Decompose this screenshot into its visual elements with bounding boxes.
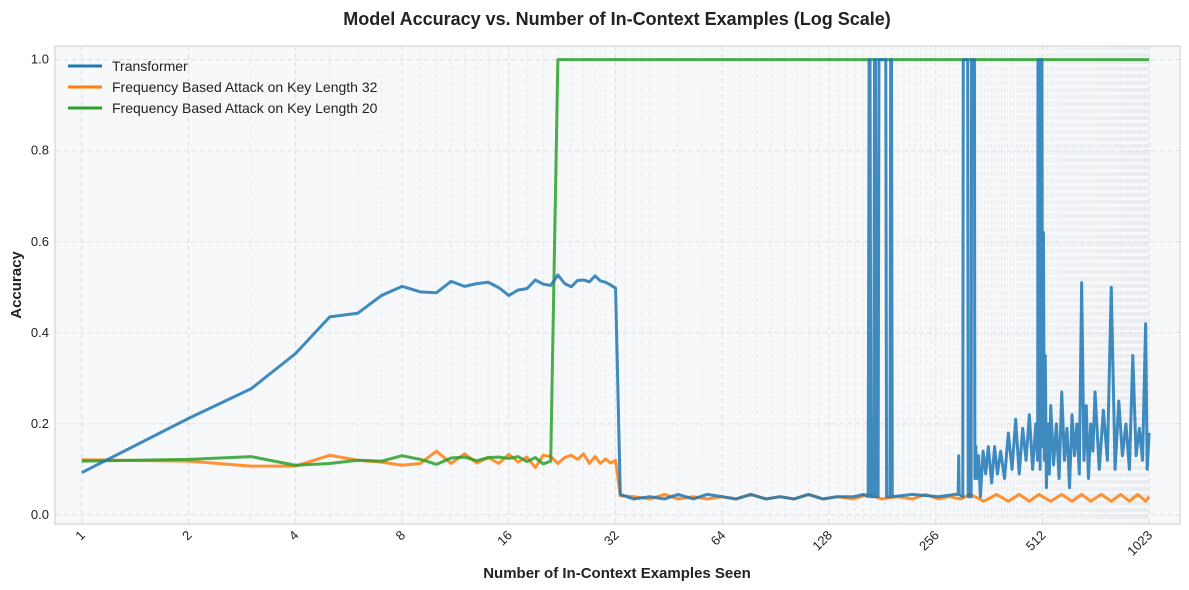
y-tick-label: 0.8 — [31, 143, 49, 158]
y-axis-label: Accuracy — [8, 251, 25, 319]
series-line-0 — [81, 58, 1151, 501]
chart-title: Model Accuracy vs. Number of In-Context … — [343, 9, 890, 29]
y-tick-label: 0.2 — [31, 416, 49, 431]
legend-label-key20: Frequency Based Attack on Key Length 20 — [112, 100, 378, 116]
x-tick-label: 4 — [286, 528, 302, 544]
x-axis-label: Number of In-Context Examples Seen — [483, 565, 751, 582]
x-tick-label: 64 — [708, 528, 729, 549]
x-tick-label: 2 — [179, 528, 195, 544]
series-lines — [81, 58, 1151, 503]
series-line-2 — [81, 58, 1150, 467]
x-tick-label: 512 — [1023, 528, 1049, 554]
x-tick-label: 16 — [494, 528, 515, 549]
x-tick-label: 8 — [392, 528, 408, 544]
x-tick-label: 1023 — [1124, 528, 1155, 559]
legend-label-transformer: Transformer — [112, 58, 188, 74]
x-tick-label: 128 — [809, 528, 835, 554]
legend-label-key32: Frequency Based Attack on Key Length 32 — [112, 79, 378, 95]
y-tick-label: 1.0 — [31, 52, 49, 67]
x-tick-label: 256 — [916, 528, 942, 554]
legend: Transformer Frequency Based Attack on Ke… — [68, 58, 378, 116]
x-tick-label: 1 — [72, 528, 88, 544]
x-tick-label: 32 — [601, 528, 622, 549]
y-tick-label: 0.4 — [31, 325, 49, 340]
y-tick-label: 0.0 — [31, 507, 49, 522]
plot-area — [54, 45, 1181, 525]
y-tick-label: 0.6 — [31, 234, 49, 249]
